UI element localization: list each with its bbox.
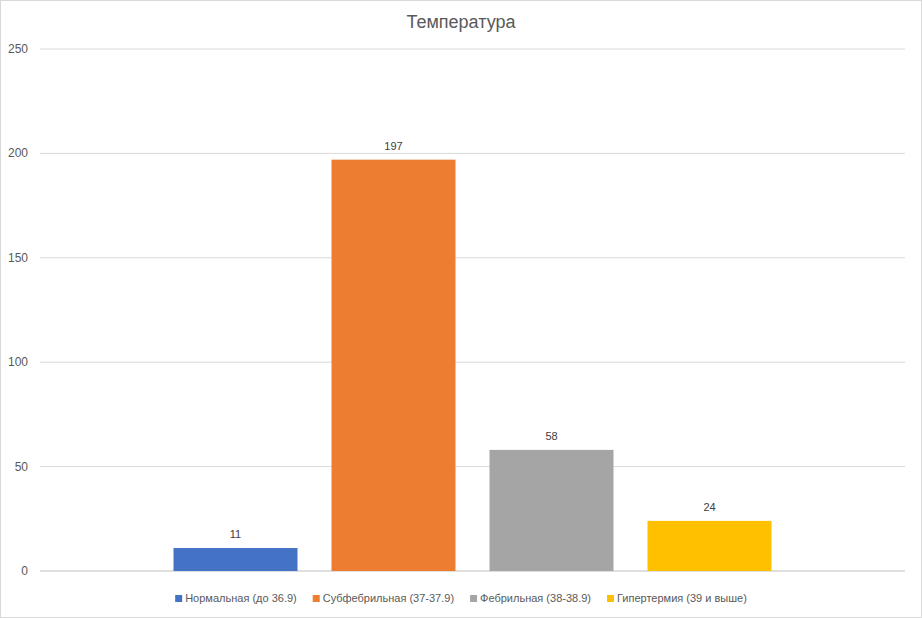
bar [332, 160, 456, 571]
data-label: 24 [703, 501, 715, 513]
bar [490, 450, 614, 571]
legend-label: Нормальная (до 36.9) [185, 592, 297, 604]
y-tick-label: 0 [21, 564, 28, 578]
bar [174, 548, 298, 571]
y-tick-label: 250 [8, 42, 28, 56]
y-tick-label: 150 [8, 251, 28, 265]
legend-label: Субфебрильная (37-37.9) [323, 592, 454, 604]
chart-frame [1, 1, 922, 618]
legend-label: Фебрильная (38-38.9) [480, 592, 591, 604]
legend-swatch [607, 595, 614, 602]
bars [174, 160, 772, 571]
grid-line [40, 466, 905, 467]
data-label: 58 [545, 430, 557, 442]
legend: Нормальная (до 36.9) Субфебрильная (37-37… [175, 592, 747, 604]
legend-item: Нормальная (до 36.9) [175, 592, 297, 604]
y-tick-label: 100 [8, 355, 28, 369]
grid-line [40, 571, 905, 572]
legend-item: Субфебрильная (37-37.9) [313, 592, 454, 604]
y-tick-label: 200 [8, 146, 28, 160]
legend-swatch [175, 595, 182, 602]
legend-label: Гипертермия (39 и выше) [617, 592, 747, 604]
legend-item: Фебрильная (38-38.9) [470, 592, 591, 604]
grid-line [40, 49, 905, 50]
legend-swatch [470, 595, 477, 602]
grid-line [40, 153, 905, 154]
grid-line [40, 362, 905, 363]
y-tick-label: 50 [15, 460, 29, 474]
data-labels: 11 197 58 24 [230, 140, 716, 540]
grid-line [40, 257, 905, 258]
chart-title: Температура [406, 12, 516, 32]
legend-swatch [313, 595, 320, 602]
chart: Температура 0 50 100 150 200 250 11 197 58 24 Норма… [0, 0, 922, 618]
bar [648, 521, 772, 571]
data-label: 197 [384, 140, 402, 152]
data-label: 11 [230, 528, 241, 540]
legend-item: Гипертермия (39 и выше) [607, 592, 747, 604]
